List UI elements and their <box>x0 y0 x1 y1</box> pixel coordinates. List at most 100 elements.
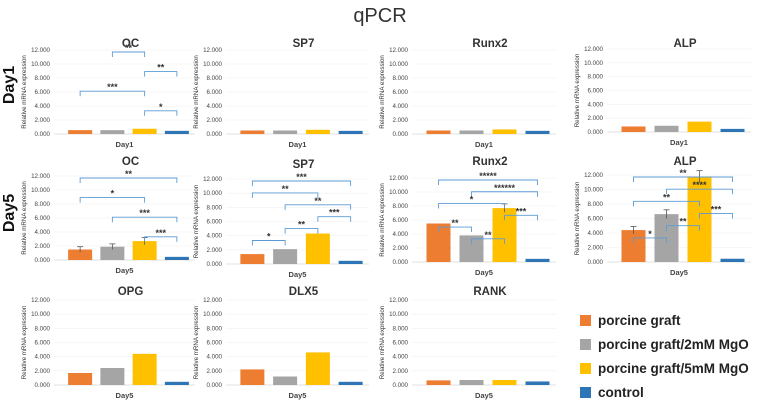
error-bar <box>630 226 637 234</box>
chart-d1-oc: OC 0.000 2.000 4.000 6.000 8.000 10.000 12.000R… <box>21 38 195 149</box>
significance-label: * <box>111 189 115 199</box>
y-tick-label: 8.000 <box>35 201 51 208</box>
bar-porcine-graft <box>621 230 646 262</box>
x-axis-label: Day1 <box>475 140 493 149</box>
chart-d5-sp7: SP7 0.000 2.000 4.000 6.000 8.000 10.000 12.000… <box>193 159 369 279</box>
x-axis-label: Day1 <box>116 140 134 149</box>
y-tick-label: 8.000 <box>207 325 223 332</box>
y-axis-title: Relative mRNA expression <box>574 53 581 127</box>
y-tick-label: 2.000 <box>207 247 223 254</box>
y-tick-label: 0.000 <box>588 129 604 136</box>
significance-bracket <box>144 236 178 242</box>
significance-label: *** <box>516 206 527 216</box>
significance-bracket <box>79 197 146 203</box>
chart-d5-opg: OPG 0.000 2.000 4.000 6.000 8.000 10.000 12.000… <box>21 286 195 400</box>
significance-bracket <box>144 71 178 77</box>
y-tick-label: 6.000 <box>393 340 409 347</box>
significance-label: ***** <box>479 171 497 181</box>
significance-bracket <box>471 191 538 197</box>
significance-bracket <box>471 238 505 244</box>
y-tick-label: 0.000 <box>35 257 51 264</box>
y-axis-title: Relative mRNA expression <box>574 181 581 255</box>
chart-title: SP7 <box>293 38 315 50</box>
bar-porcine-graft-5mm-mgo <box>132 128 157 134</box>
x-axis-label: Day5 <box>289 391 307 400</box>
y-tick-label: 12.000 <box>203 176 222 183</box>
chart-title: ALP <box>674 156 697 168</box>
significance-bracket <box>504 214 538 221</box>
significance-bracket <box>438 226 472 233</box>
chart-title: Runx2 <box>472 38 507 50</box>
significance-bracket <box>666 225 700 231</box>
y-tick-label: 12.000 <box>31 297 50 304</box>
bar-porcine-graft <box>240 369 265 385</box>
y-tick-label: 8.000 <box>393 203 409 210</box>
legend-item-control: control <box>580 380 749 404</box>
legend-item-porcine-graft: porcine graft <box>580 308 749 332</box>
y-axis-title: Relative mRNA expression <box>379 183 386 257</box>
y-tick-label: 10.000 <box>203 190 222 197</box>
bar-porcine-graft-2mm-mgo <box>100 130 125 134</box>
y-tick-label: 2.000 <box>35 368 51 375</box>
error-bar <box>696 170 703 183</box>
significance-bracket <box>633 176 733 182</box>
error-bar <box>77 246 84 253</box>
y-tick-label: 4.000 <box>207 354 223 361</box>
bar-control <box>164 381 189 385</box>
significance-bracket <box>666 188 733 195</box>
significance-label: **** <box>692 180 707 190</box>
y-tick-label: 4.000 <box>207 233 223 240</box>
y-tick-label: 6.000 <box>35 89 51 96</box>
bar-porcine-graft-5mm-mgo <box>687 176 712 262</box>
y-tick-label: 6.000 <box>35 340 51 347</box>
significance-label: * <box>159 102 163 112</box>
bar-porcine-graft-5mm-mgo <box>492 380 517 385</box>
y-tick-label: 12.000 <box>31 173 50 180</box>
y-tick-label: 8.000 <box>393 325 409 332</box>
significance-label: *** <box>139 208 150 218</box>
error-bar <box>663 209 670 219</box>
bar-porcine-graft-2mm-mgo <box>100 368 125 385</box>
y-tick-label: 12.000 <box>584 46 603 53</box>
y-tick-label: 10.000 <box>203 311 222 318</box>
legend-label: porcine graft/5mM MgO <box>598 360 749 376</box>
significance-label: ****** <box>494 183 516 193</box>
bar-porcine-graft <box>240 130 265 134</box>
significance-bracket <box>111 51 146 57</box>
legend-swatch-porcine-graft <box>580 314 591 326</box>
significance-label: ** <box>663 192 671 202</box>
y-tick-label: 8.000 <box>207 75 223 82</box>
chart-title: Runx2 <box>472 156 507 168</box>
legend-label: control <box>598 384 644 400</box>
significance-label: ** <box>451 218 459 228</box>
y-tick-label: 12.000 <box>389 47 408 54</box>
y-tick-label: 4.000 <box>588 101 604 108</box>
bar-control <box>338 130 363 134</box>
legend: porcine graft porcine graft/2mM MgO porc… <box>580 308 749 404</box>
chart-d1-runx2: Runx2 0.000 2.000 4.000 6.000 8.000 10.000 12.0… <box>379 38 556 149</box>
significance-bracket <box>699 213 733 219</box>
bar-porcine-graft-5mm-mgo <box>305 352 330 385</box>
bar-porcine-graft-2mm-mgo <box>273 376 298 385</box>
significance-label: ** <box>314 196 322 206</box>
x-axis-label: Day1 <box>289 140 307 149</box>
y-tick-label: 8.000 <box>35 75 51 82</box>
chart-title: OC <box>122 38 139 50</box>
y-tick-label: 8.000 <box>35 325 51 332</box>
chart-title: RANK <box>473 286 507 298</box>
y-tick-label: 2.000 <box>35 117 51 124</box>
y-tick-label: 4.000 <box>393 103 409 110</box>
y-axis-title: Relative mRNA expression <box>21 305 28 379</box>
chart-d5-dlx5: DLX5 0.000 2.000 4.000 6.000 8.000 10.000 12.00… <box>193 286 369 400</box>
bar-porcine-graft-5mm-mgo <box>305 129 330 134</box>
y-tick-label: 6.000 <box>35 215 51 222</box>
significance-bracket <box>438 203 505 209</box>
significance-bracket <box>111 216 178 223</box>
chart-d5-oc: OC 0.000 2.000 4.000 6.000 8.000 10.000 12.000R… <box>21 156 195 275</box>
significance-label: *** <box>711 205 722 215</box>
y-tick-label: 4.000 <box>35 103 51 110</box>
significance-label: ** <box>484 230 492 240</box>
y-tick-label: 0.000 <box>207 261 223 268</box>
significance-label: * <box>267 232 271 242</box>
